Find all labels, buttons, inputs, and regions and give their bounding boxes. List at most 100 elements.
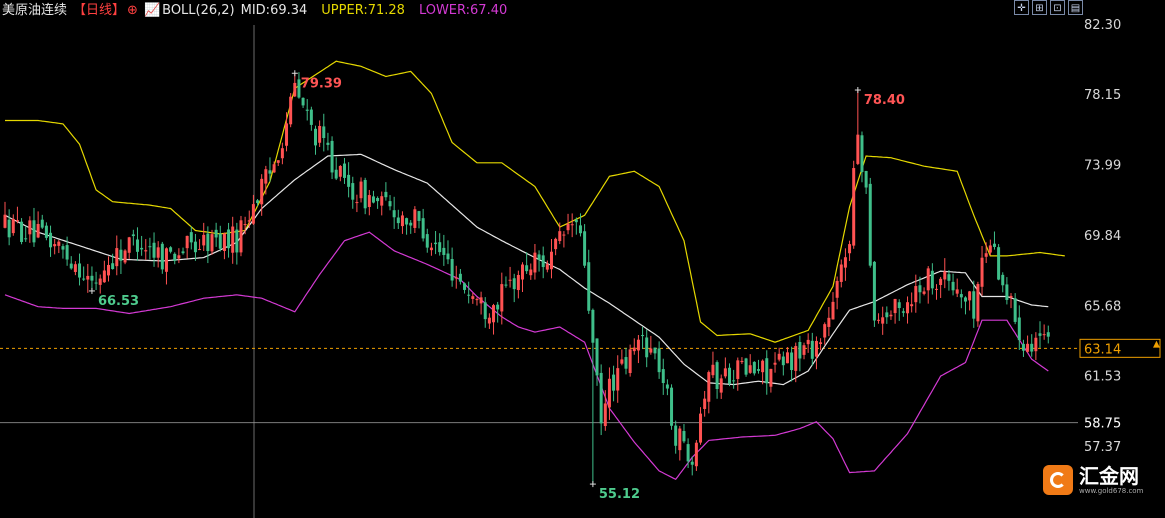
- candle: [1009, 293, 1013, 309]
- candle-body: [131, 234, 135, 237]
- candle-body: [467, 294, 471, 296]
- candle-body: [169, 247, 173, 252]
- candle: [20, 218, 24, 245]
- candle-body: [243, 224, 247, 226]
- candle-body: [256, 200, 260, 204]
- annotation-label: 79.39: [301, 76, 342, 91]
- candle: [748, 354, 752, 374]
- candle-body: [657, 348, 661, 373]
- candle: [699, 407, 703, 445]
- candle-body: [483, 302, 487, 320]
- candle: [872, 260, 876, 327]
- candle: [612, 365, 616, 402]
- candle-body: [111, 263, 115, 270]
- candle-body: [413, 209, 417, 228]
- candle-body: [678, 428, 682, 451]
- candle-body: [508, 279, 512, 281]
- candle: [984, 242, 988, 264]
- period-label[interactable]: 【日线】: [73, 3, 126, 18]
- candle-body: [868, 183, 872, 266]
- candle-body: [342, 163, 346, 178]
- candle: [15, 206, 19, 224]
- candle-body: [388, 201, 392, 207]
- candle: [723, 357, 727, 379]
- candle: [73, 261, 77, 276]
- candle-body: [276, 160, 280, 163]
- candle-body: [218, 233, 222, 249]
- candle: [806, 333, 810, 353]
- candle-body: [761, 360, 765, 373]
- candle: [645, 329, 649, 368]
- circle-plus-icon[interactable]: ⊕: [127, 3, 138, 18]
- candle-body: [355, 202, 359, 204]
- candle-body: [881, 317, 885, 324]
- candle: [636, 335, 640, 364]
- candle-tool-icon[interactable]: ⊞: [1032, 0, 1047, 15]
- crosshair-tool-icon[interactable]: ✛: [1014, 0, 1029, 15]
- candle-body: [583, 231, 587, 266]
- candle-body: [707, 372, 711, 402]
- candle: [421, 208, 425, 242]
- candle: [769, 368, 773, 393]
- candle-body: [417, 211, 421, 221]
- candle: [36, 211, 40, 239]
- candle-body: [723, 368, 727, 377]
- candle-body: [293, 82, 297, 97]
- candle: [1030, 334, 1034, 357]
- candle-body: [405, 218, 409, 225]
- candle-body: [309, 109, 313, 125]
- candle-body: [49, 232, 53, 248]
- candle: [516, 270, 520, 299]
- candle-body: [686, 444, 690, 462]
- candle-body: [591, 309, 595, 343]
- candle: [111, 253, 115, 270]
- candle: [500, 272, 504, 325]
- candle-body: [972, 291, 976, 319]
- candle-body: [15, 220, 19, 222]
- upper-value: UPPER:71.28: [321, 3, 405, 18]
- candle-body: [268, 170, 272, 174]
- candle: [305, 99, 309, 121]
- candle: [458, 268, 462, 285]
- candle: [28, 216, 32, 243]
- candle-body: [421, 218, 425, 239]
- lower-value: LOWER:67.40: [418, 3, 508, 18]
- candle-body: [781, 356, 785, 366]
- candle: [790, 346, 794, 382]
- candle: [202, 222, 206, 252]
- candle: [922, 287, 926, 296]
- candle: [235, 222, 239, 265]
- candle: [152, 232, 156, 267]
- candle: [198, 239, 202, 251]
- candle: [512, 273, 516, 303]
- candle: [939, 276, 943, 298]
- indicator-tool-icon[interactable]: ▤: [1068, 0, 1083, 15]
- candle: [744, 357, 748, 377]
- candle-body: [400, 215, 404, 227]
- chart-indicator-icon[interactable]: 📈: [143, 3, 161, 18]
- mid-value: MID:69.34: [240, 3, 308, 18]
- candle: [127, 236, 131, 259]
- candle: [765, 350, 769, 395]
- line-tool-icon[interactable]: ⊡: [1050, 0, 1065, 15]
- y-tick-label: 73.99: [1084, 159, 1121, 174]
- candle-body: [380, 196, 384, 206]
- candle: [148, 237, 152, 260]
- candle: [947, 270, 951, 291]
- candle-body: [628, 349, 632, 374]
- candle-body: [11, 218, 15, 234]
- candle: [276, 160, 280, 167]
- candle-body: [107, 264, 110, 276]
- candle: [32, 207, 36, 247]
- candle: [301, 97, 305, 108]
- candle-body: [943, 271, 947, 280]
- candle: [715, 360, 719, 399]
- candle: [135, 227, 139, 261]
- candle: [587, 249, 591, 314]
- candle: [181, 247, 185, 255]
- candle-body: [227, 229, 231, 249]
- candle-body: [889, 314, 893, 317]
- candle-body: [239, 220, 243, 253]
- candle: [976, 281, 980, 327]
